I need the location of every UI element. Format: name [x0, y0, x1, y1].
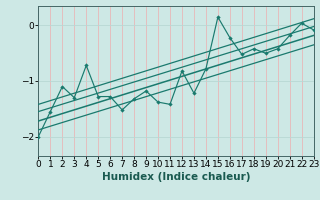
X-axis label: Humidex (Indice chaleur): Humidex (Indice chaleur): [102, 172, 250, 182]
